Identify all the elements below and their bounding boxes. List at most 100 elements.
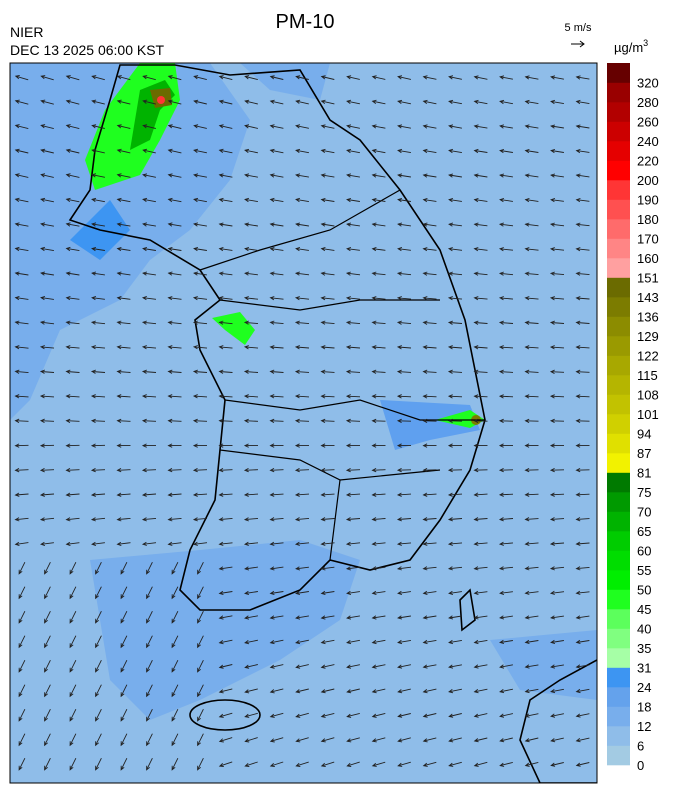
wind-arrow	[14, 124, 29, 130]
wind-arrow	[18, 635, 26, 649]
wind-arrow	[167, 197, 182, 203]
wind-arrow	[18, 733, 26, 747]
wind-arrow	[269, 197, 284, 203]
wind-arrow	[14, 394, 29, 399]
wind-arrow	[142, 124, 156, 129]
wind-arrow	[116, 222, 131, 227]
wind-arrow	[65, 197, 80, 203]
wind-arrow	[244, 590, 258, 596]
wind-arrow	[243, 369, 259, 374]
wind-arrow	[65, 320, 80, 325]
colorbar-swatch	[607, 121, 630, 142]
wind-arrow	[294, 345, 310, 350]
wind-arrow	[197, 684, 204, 698]
colorbar-swatch	[607, 687, 630, 707]
wind-arrow	[397, 197, 411, 203]
wind-arrow	[193, 271, 207, 276]
province-borders	[199, 189, 485, 561]
wind-arrow	[524, 394, 539, 399]
wind-arrow	[473, 688, 488, 694]
wind-arrow	[269, 590, 284, 596]
wind-arrow	[269, 566, 284, 571]
wind-arrow	[295, 615, 309, 620]
wind-arrow	[39, 468, 55, 473]
colorbar-swatch	[607, 628, 630, 649]
wind-arrow	[269, 75, 284, 80]
wind-arrow	[193, 197, 207, 203]
wind-arrow	[18, 659, 26, 673]
wind-arrow	[40, 173, 54, 178]
wind-arrow	[146, 635, 153, 649]
wind-arrow	[269, 761, 284, 767]
wind-arrow	[397, 173, 411, 178]
wind-arrow	[192, 517, 208, 522]
wind-arrow	[295, 75, 309, 80]
wind-arrow	[218, 639, 233, 645]
wind-arrow	[294, 296, 310, 301]
wind-arrow	[142, 148, 156, 154]
wind-arrow	[243, 320, 259, 325]
wind-arrow	[197, 708, 204, 722]
wind-arrow	[397, 148, 411, 154]
wind-arrow	[116, 345, 131, 350]
wind-arrow	[141, 468, 157, 473]
wind-arrow	[95, 561, 102, 575]
wind-arrow	[167, 517, 182, 522]
wind-arrow	[422, 369, 437, 374]
wind-scale-label: 5 m/s	[565, 22, 592, 34]
wind-arrow	[40, 222, 54, 227]
wind-arrow	[422, 296, 437, 301]
wind-arrow	[575, 762, 590, 767]
wind-arrow	[269, 246, 284, 252]
wind-arrow	[295, 688, 309, 694]
wind-arrow	[575, 517, 590, 522]
wind-arrow	[575, 688, 590, 694]
wind-arrow	[167, 173, 182, 178]
wind-arrow	[141, 295, 157, 301]
wind-arrow	[499, 590, 513, 596]
wind-arrow	[473, 197, 488, 203]
wind-arrow	[218, 394, 233, 399]
wind-arrow	[218, 761, 233, 767]
wind-arrow	[90, 468, 106, 473]
wind-arrow	[197, 733, 204, 747]
wind-arrow	[473, 296, 488, 301]
wind-arrow	[294, 443, 310, 448]
wind-arrow	[320, 615, 335, 620]
wind-arrow	[91, 222, 105, 227]
wind-arrow	[69, 733, 77, 747]
wind-arrow	[371, 222, 386, 227]
wind-arrow	[39, 345, 55, 350]
wind-arrow	[14, 271, 29, 276]
wind-arrow	[193, 173, 207, 178]
wind-arrow	[346, 99, 360, 105]
wind-arrow	[397, 99, 411, 105]
wind-arrow	[448, 197, 462, 203]
wind-arrow	[14, 468, 29, 473]
wind-arrow	[90, 369, 106, 374]
wind-arrow	[473, 639, 488, 645]
colorbar-swatch	[607, 433, 630, 454]
wind-arrow	[320, 75, 335, 80]
wind-arrow	[371, 517, 386, 522]
wind-arrow	[575, 124, 590, 129]
unit: µg/m3	[614, 38, 648, 55]
wind-arrow	[295, 590, 309, 596]
wind-arrow	[575, 296, 590, 301]
wind-arrow	[397, 75, 411, 80]
wind-arrow	[575, 173, 590, 178]
wind-arrow	[524, 247, 539, 252]
wind-arrow	[294, 541, 310, 546]
wind-arrow	[524, 418, 539, 424]
wind-arrow	[371, 761, 386, 767]
wind-arrow	[90, 320, 106, 325]
wind-arrow	[218, 99, 233, 105]
wind-arrow	[95, 684, 102, 698]
colorbar-swatch	[607, 667, 630, 688]
wind-arrow	[171, 586, 179, 600]
wind-arrow	[40, 271, 54, 276]
wind-arrow	[499, 148, 513, 154]
wind-arrow	[524, 222, 539, 227]
wind-arrow	[575, 492, 590, 497]
